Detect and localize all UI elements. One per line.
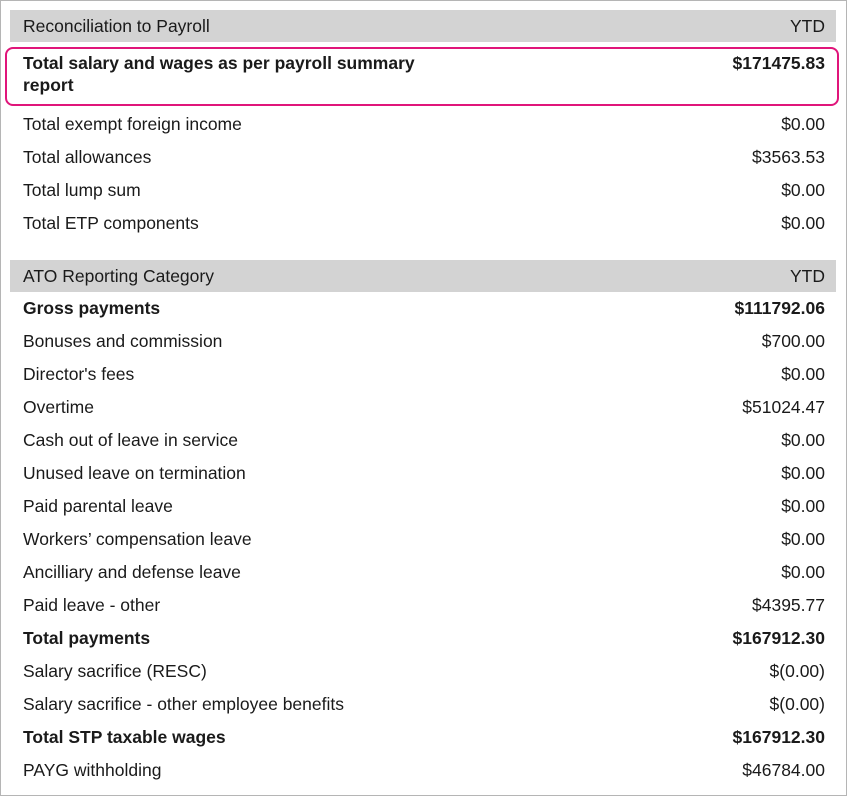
- row: Total lump sum $0.00: [10, 174, 836, 207]
- row-label: Cash out of leave in service: [23, 430, 238, 450]
- row-label: Total exempt foreign income: [23, 114, 242, 134]
- row-label: Workers’ compensation leave: [23, 529, 252, 549]
- row: Total STP taxable wages $167912.30: [10, 721, 836, 754]
- row: Total allowances $3563.53: [10, 141, 836, 174]
- row-value: $(0.00): [769, 694, 825, 714]
- row-value: $0.00: [781, 529, 825, 549]
- report: Reconciliation to Payroll YTD Total salary…: [5, 10, 839, 787]
- row-label: Unused leave on termination: [23, 463, 246, 483]
- section-header: Reconciliation to Payroll YTD: [10, 10, 836, 42]
- row-label: Ancilliary and defense leave: [23, 562, 241, 582]
- row-label: Paid leave - other: [23, 595, 161, 615]
- section-header: ATO Reporting Category YTD: [10, 260, 836, 292]
- row-label: Salary sacrifice - other employee benefi…: [23, 694, 344, 714]
- row-value: $171475.83: [732, 53, 825, 73]
- row-value: $51024.47: [742, 397, 825, 417]
- row-label: Total lump sum: [23, 180, 141, 200]
- row-label: Total ETP components: [23, 213, 199, 233]
- row-value: $0.00: [781, 180, 825, 200]
- row: PAYG withholding $46784.00: [10, 754, 836, 787]
- row-label: Total allowances: [23, 147, 152, 167]
- row: Overtime $51024.47: [10, 391, 836, 424]
- row-value: $0.00: [781, 463, 825, 483]
- row: Salary sacrifice (RESC) $(0.00): [10, 655, 836, 688]
- row: Cash out of leave in service $0.00: [10, 424, 836, 457]
- row-value: $167912.30: [732, 727, 825, 747]
- row-value: $4395.77: [752, 595, 825, 615]
- section: Reconciliation to Payroll YTD Total salary…: [5, 10, 839, 240]
- row: Paid leave - other $4395.77: [10, 589, 836, 622]
- row-value: $0.00: [781, 496, 825, 516]
- row-value: $700.00: [761, 331, 825, 351]
- row-label: Salary sacrifice (RESC): [23, 661, 207, 681]
- row-label: Total STP taxable wages: [23, 727, 226, 747]
- row-label: Paid parental leave: [23, 496, 173, 516]
- row-value: $3563.53: [752, 147, 825, 167]
- row-value: $167912.30: [732, 628, 825, 648]
- row: Unused leave on termination $0.00: [10, 457, 836, 490]
- row-label: PAYG withholding: [23, 760, 162, 780]
- row: Director's fees $0.00: [10, 358, 836, 391]
- row: Total payments $167912.30: [10, 622, 836, 655]
- column-header: YTD: [790, 265, 825, 286]
- row-value: $46784.00: [742, 760, 825, 780]
- row: Bonuses and commission $700.00: [10, 325, 836, 358]
- row-label: Director's fees: [23, 364, 135, 384]
- row: Ancilliary and defense leave $0.00: [10, 556, 836, 589]
- column-header: YTD: [790, 15, 825, 36]
- row-label: Total salary and wages as per payroll su…: [23, 53, 415, 95]
- row-value: $0.00: [781, 562, 825, 582]
- row-value: $111792.06: [734, 298, 825, 318]
- section-title: Reconciliation to Payroll: [23, 15, 210, 36]
- row: Salary sacrifice - other employee benefi…: [10, 688, 836, 721]
- row-label: Overtime: [23, 397, 94, 417]
- section-title: ATO Reporting Category: [23, 265, 214, 286]
- row-label: Bonuses and commission: [23, 331, 223, 351]
- row: Gross payments $111792.06: [10, 292, 836, 325]
- row-value: $0.00: [781, 430, 825, 450]
- highlighted-row: Total salary and wages as per payroll su…: [5, 47, 839, 106]
- row-label: Gross payments: [23, 298, 161, 318]
- row-value: $0.00: [781, 364, 825, 384]
- row: Total ETP components $0.00: [10, 207, 836, 240]
- row-value: $(0.00): [769, 661, 825, 681]
- section: ATO Reporting Category YTD Gross payments $…: [10, 260, 836, 787]
- row: Paid parental leave $0.00: [10, 490, 836, 523]
- row: Total exempt foreign income $0.00: [10, 108, 836, 141]
- row-value: $0.00: [781, 213, 825, 233]
- row-value: $0.00: [781, 114, 825, 134]
- row-label: Total payments: [23, 628, 151, 648]
- row: Workers’ compensation leave $0.00: [10, 523, 836, 556]
